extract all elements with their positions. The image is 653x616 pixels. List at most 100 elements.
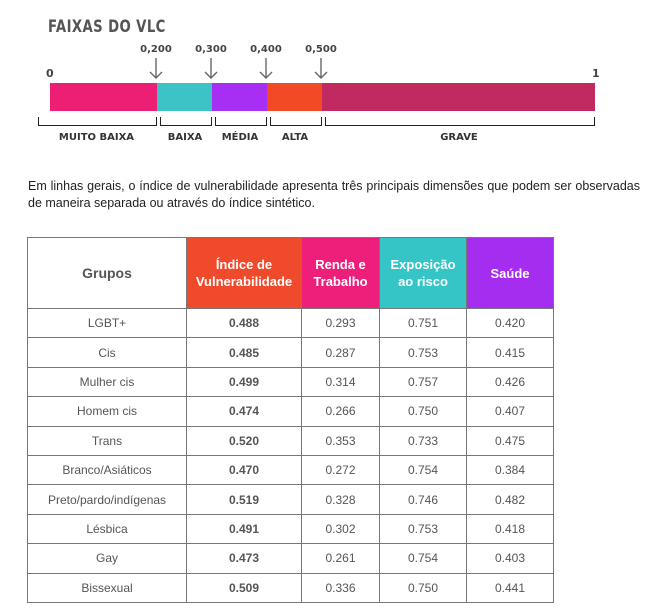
cell-indice: 0.509 (186, 572, 302, 603)
category-label: MÉDIA (221, 132, 259, 143)
cell-indice: 0.499 (186, 366, 302, 398)
segment-muito-baixa (50, 83, 157, 111)
cell-grupo: Trans (27, 425, 187, 456)
scale-start-label: 0 (46, 67, 54, 80)
category-label: MUITO BAIXA (58, 132, 135, 143)
cell-grupo: LGBT+ (27, 307, 187, 339)
header-grupos: Grupos (27, 237, 187, 309)
header-renda: Renda e Trabalho (301, 237, 380, 309)
vulnerability-table: Grupos Índice de Vulnerabilidade Renda e… (27, 237, 554, 603)
tick-label: 0,300 (195, 44, 227, 55)
cell-exposicao: 0.750 (379, 572, 467, 603)
tick-label: 0,400 (250, 44, 282, 55)
cell-renda: 0.287 (301, 337, 380, 368)
header-saude: Saúde (466, 237, 554, 309)
cell-grupo: Bissexual (27, 572, 187, 603)
cell-grupo: Cis (27, 337, 187, 368)
bracket (38, 117, 157, 126)
cell-renda: 0.314 (301, 366, 380, 398)
table-row: Preto/pardo/indígenas 0.519 0.328 0.746 0.48… (27, 484, 554, 515)
segment-alta (267, 83, 322, 111)
table-row: Bissexual 0.509 0.336 0.750 0.441 (27, 572, 554, 603)
cell-saude: 0.482 (466, 484, 554, 515)
segment-baixa (157, 83, 212, 111)
tick-label: 0,500 (305, 44, 337, 55)
table-row: Trans 0.520 0.353 0.733 0.475 (27, 425, 554, 456)
table-row: LGBT+ 0.488 0.293 0.751 0.420 (27, 307, 554, 339)
header-indice: Índice de Vulnerabilidade (186, 237, 302, 309)
table-row: Gay 0.473 0.261 0.754 0.403 (27, 543, 554, 574)
cell-renda: 0.261 (301, 543, 380, 574)
header-exposicao-line2: ao risco (398, 274, 448, 289)
cell-renda: 0.302 (301, 513, 380, 545)
header-indice-line1: Índice de (215, 257, 273, 272)
cell-saude: 0.426 (466, 366, 554, 398)
cell-exposicao: 0.733 (379, 425, 467, 456)
table-row: Mulher cis 0.499 0.314 0.757 0.426 (27, 366, 554, 398)
cell-saude: 0.403 (466, 543, 554, 574)
cell-renda: 0.336 (301, 572, 380, 603)
segment-grave (322, 83, 595, 111)
description-paragraph: Em linhas gerais, o índice de vulnerabil… (28, 179, 640, 210)
cell-exposicao: 0.746 (379, 484, 467, 515)
vlc-scale: 0 1 0,200 0,300 0,400 0,500 MUITO BAIXA … (0, 0, 653, 160)
cell-indice: 0.470 (186, 454, 302, 486)
header-exposicao: Exposição ao risco (379, 237, 467, 309)
header-renda-line1: Renda e (315, 257, 366, 272)
tick-label: 0,200 (140, 44, 172, 55)
table-header-row: Grupos Índice de Vulnerabilidade Renda e… (27, 237, 554, 309)
cell-indice: 0.488 (186, 307, 302, 339)
cell-renda: 0.328 (301, 484, 380, 515)
cell-indice: 0.520 (186, 425, 302, 456)
vlc-bar (50, 83, 595, 111)
cell-indice: 0.473 (186, 543, 302, 574)
arrow-down-icon (204, 58, 218, 79)
category-label: GRAVE (440, 132, 478, 143)
cell-exposicao: 0.753 (379, 513, 467, 545)
cell-indice: 0.474 (186, 396, 302, 427)
cell-renda: 0.293 (301, 307, 380, 339)
cell-grupo: Preto/pardo/indígenas (27, 484, 187, 515)
table-row: Homem cis 0.474 0.266 0.750 0.407 (27, 396, 554, 427)
cell-saude: 0.441 (466, 572, 554, 603)
cell-exposicao: 0.754 (379, 543, 467, 574)
cell-renda: 0.266 (301, 396, 380, 427)
bracket (215, 117, 267, 126)
cell-exposicao: 0.753 (379, 337, 467, 368)
segment-media (212, 83, 267, 111)
bracket (160, 117, 212, 126)
header-renda-line2: Trabalho (313, 274, 368, 289)
cell-grupo: Gay (27, 543, 187, 574)
category-label: ALTA (281, 132, 309, 143)
table-row: Lésbica 0.491 0.302 0.753 0.418 (27, 513, 554, 545)
category-label: BAIXA (167, 132, 203, 143)
header-indice-line2: Vulnerabilidade (195, 274, 293, 289)
cell-indice: 0.485 (186, 337, 302, 368)
cell-exposicao: 0.754 (379, 454, 467, 486)
cell-saude: 0.420 (466, 307, 554, 339)
table-row: Branco/Asiáticos 0.470 0.272 0.754 0.384 (27, 454, 554, 486)
bracket (325, 117, 595, 126)
cell-saude: 0.407 (466, 396, 554, 427)
arrow-down-icon (149, 58, 163, 79)
cell-indice: 0.491 (186, 513, 302, 545)
cell-grupo: Mulher cis (27, 366, 187, 398)
cell-renda: 0.353 (301, 425, 380, 456)
cell-grupo: Branco/Asiáticos (27, 454, 187, 486)
cell-saude: 0.384 (466, 454, 554, 486)
cell-exposicao: 0.750 (379, 396, 467, 427)
arrow-down-icon (314, 58, 328, 79)
table-row: Cis 0.485 0.287 0.753 0.415 (27, 337, 554, 368)
cell-indice: 0.519 (186, 484, 302, 515)
cell-saude: 0.415 (466, 337, 554, 368)
cell-saude: 0.475 (466, 425, 554, 456)
header-exposicao-line1: Exposição (390, 257, 456, 272)
cell-grupo: Lésbica (27, 513, 187, 545)
cell-saude: 0.418 (466, 513, 554, 545)
arrow-down-icon (259, 58, 273, 79)
scale-end-label: 1 (592, 67, 600, 80)
cell-exposicao: 0.751 (379, 307, 467, 339)
cell-renda: 0.272 (301, 454, 380, 486)
cell-exposicao: 0.757 (379, 366, 467, 398)
page-title: FAIXAS DO VLC (48, 17, 166, 37)
